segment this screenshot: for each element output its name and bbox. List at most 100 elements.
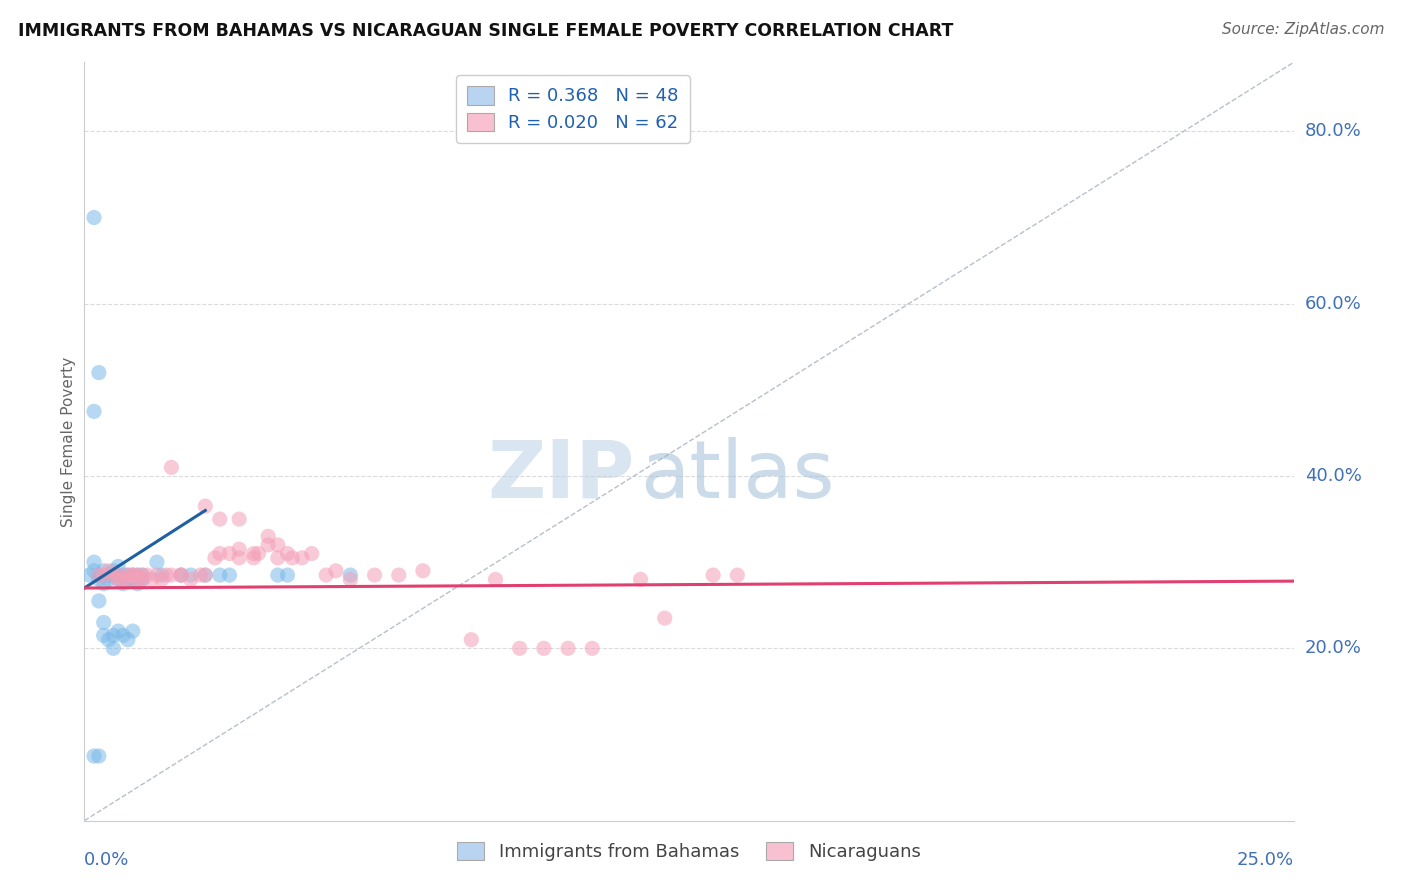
Point: [83, 404, 105, 418]
Point: [97, 564, 120, 578]
Point: [208, 512, 231, 526]
Point: [136, 568, 159, 582]
Text: 20.0%: 20.0%: [1305, 640, 1361, 657]
Point: [242, 550, 264, 565]
Point: [93, 564, 115, 578]
Point: [103, 568, 125, 582]
Point: [194, 499, 217, 513]
Point: [170, 568, 193, 582]
Point: [117, 632, 139, 647]
Point: [127, 568, 149, 582]
Point: [228, 512, 250, 526]
Point: [131, 568, 153, 582]
Text: 25.0%: 25.0%: [1236, 851, 1294, 869]
Point: [146, 568, 169, 582]
Legend: Immigrants from Bahamas, Nicaraguans: Immigrants from Bahamas, Nicaraguans: [450, 835, 928, 869]
Text: IMMIGRANTS FROM BAHAMAS VS NICARAGUAN SINGLE FEMALE POVERTY CORRELATION CHART: IMMIGRANTS FROM BAHAMAS VS NICARAGUAN SI…: [18, 22, 953, 40]
Point: [107, 559, 129, 574]
Point: [87, 568, 110, 582]
Point: [276, 568, 298, 582]
Point: [93, 615, 115, 630]
Text: ZIP: ZIP: [488, 437, 634, 515]
Point: [170, 568, 193, 582]
Point: [204, 550, 226, 565]
Point: [267, 538, 290, 552]
Point: [141, 573, 163, 587]
Point: [97, 573, 120, 587]
Point: [87, 749, 110, 764]
Point: [117, 568, 139, 582]
Text: 0.0%: 0.0%: [84, 851, 129, 869]
Point: [150, 573, 173, 587]
Point: [228, 550, 250, 565]
Point: [93, 568, 115, 582]
Point: [87, 366, 110, 380]
Point: [112, 628, 135, 642]
Point: [127, 576, 149, 591]
Point: [725, 568, 748, 582]
Point: [267, 550, 290, 565]
Point: [121, 573, 143, 587]
Point: [121, 568, 143, 582]
Point: [325, 564, 347, 578]
Point: [127, 568, 149, 582]
Point: [412, 564, 434, 578]
Point: [121, 568, 143, 582]
Point: [146, 555, 169, 569]
Point: [103, 628, 125, 642]
Point: [103, 564, 125, 578]
Point: [131, 573, 153, 587]
Point: [127, 573, 149, 587]
Point: [155, 568, 177, 582]
Point: [160, 568, 183, 582]
Point: [87, 573, 110, 587]
Point: [388, 568, 411, 582]
Point: [103, 568, 125, 582]
Point: [112, 573, 135, 587]
Point: [218, 568, 240, 582]
Point: [103, 641, 125, 656]
Text: 80.0%: 80.0%: [1305, 122, 1361, 140]
Y-axis label: Single Female Poverty: Single Female Poverty: [60, 357, 76, 526]
Point: [93, 576, 115, 591]
Point: [218, 547, 240, 561]
Point: [339, 568, 361, 582]
Point: [208, 568, 231, 582]
Point: [87, 568, 110, 582]
Point: [257, 529, 280, 543]
Point: [112, 568, 135, 582]
Point: [107, 573, 129, 587]
Point: [77, 568, 100, 582]
Point: [194, 568, 217, 582]
Point: [160, 460, 183, 475]
Point: [87, 594, 110, 608]
Point: [190, 568, 212, 582]
Point: [83, 749, 105, 764]
Point: [363, 568, 385, 582]
Point: [121, 624, 143, 639]
Text: 40.0%: 40.0%: [1305, 467, 1361, 485]
Point: [484, 573, 506, 587]
Point: [121, 568, 143, 582]
Point: [150, 568, 173, 582]
Point: [180, 568, 202, 582]
Point: [83, 564, 105, 578]
Text: atlas: atlas: [641, 437, 835, 515]
Point: [83, 555, 105, 569]
Point: [83, 211, 105, 225]
Point: [180, 573, 202, 587]
Point: [170, 568, 193, 582]
Point: [194, 568, 217, 582]
Point: [315, 568, 337, 582]
Point: [107, 568, 129, 582]
Point: [131, 573, 153, 587]
Text: 60.0%: 60.0%: [1305, 294, 1361, 313]
Point: [291, 550, 314, 565]
Point: [117, 573, 139, 587]
Point: [228, 542, 250, 557]
Point: [509, 641, 531, 656]
Point: [97, 568, 120, 582]
Point: [339, 573, 361, 587]
Point: [702, 568, 724, 582]
Point: [460, 632, 482, 647]
